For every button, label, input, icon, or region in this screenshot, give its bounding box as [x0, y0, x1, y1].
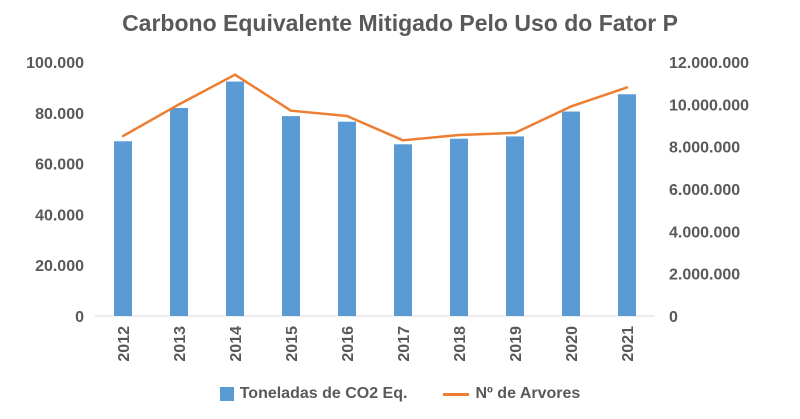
bar — [338, 121, 356, 316]
chart-title: Carbono Equivalente Mitigado Pelo Uso do… — [122, 10, 678, 36]
line-point — [401, 139, 405, 142]
bar — [226, 81, 244, 316]
x-tick-label: 2015 — [284, 326, 301, 362]
legend-item-line: Nº de Arvores — [443, 385, 580, 403]
line-point — [345, 114, 349, 118]
y-right-tick-label: 8.000.000 — [669, 140, 740, 157]
line-point — [121, 134, 125, 138]
y-left-tick-label: 40.000 — [35, 207, 84, 224]
line-layer — [121, 73, 629, 142]
labels-layer: 0 20.000 40.000 60.000 80.000 100.000 0 2.000.0… — [26, 55, 749, 362]
y-left-tick-label: 0 — [75, 309, 84, 326]
bar — [394, 144, 412, 316]
legend: Toneladas de CO2 Eq. Nº de Arvores — [0, 385, 800, 403]
line-point — [233, 73, 237, 76]
line-point — [625, 86, 629, 89]
legend-swatch-line — [443, 392, 470, 396]
y-right-tick-label: 0 — [669, 309, 678, 326]
bar — [562, 111, 580, 316]
x-tick-label: 2020 — [564, 326, 581, 362]
y-right-tick-label: 12.000.000 — [669, 55, 749, 72]
y-left-tick-label: 100.000 — [26, 55, 84, 72]
bar — [114, 141, 132, 316]
series-line — [122, 73, 628, 142]
y-left-tick-label: 60.000 — [35, 157, 84, 174]
line-point — [513, 131, 517, 135]
x-tick-label: 2016 — [340, 326, 357, 362]
bar — [170, 107, 188, 316]
y-right-tick-label: 4.000.000 — [669, 224, 740, 241]
line-point — [457, 133, 461, 137]
bar — [282, 116, 300, 317]
legend-swatch-bar — [219, 387, 234, 401]
legend-label-bar: Toneladas de CO2 Eq. — [239, 385, 408, 402]
bar — [618, 94, 636, 317]
x-tick-label: 2014 — [228, 326, 245, 362]
legend-label-line: Nº de Arvores — [475, 385, 581, 402]
y-right-tick-label: 10.000.000 — [669, 97, 749, 114]
x-tick-label: 2012 — [116, 326, 133, 362]
bar — [506, 136, 524, 316]
x-tick-label: 2019 — [508, 326, 525, 362]
x-tick-label: 2013 — [172, 326, 189, 362]
line-point — [289, 109, 293, 112]
y-left-tick-label: 80.000 — [35, 106, 84, 123]
legend-item-bar: Toneladas de CO2 Eq. — [219, 385, 408, 403]
bars-layer — [114, 81, 636, 317]
bar — [450, 138, 468, 316]
line-point — [177, 103, 181, 106]
y-left-tick-label: 20.000 — [35, 258, 84, 275]
y-right-tick-label: 2.000.000 — [669, 267, 740, 284]
x-tick-label: 2017 — [396, 326, 413, 362]
x-tick-label: 2018 — [452, 326, 469, 362]
y-right-tick-label: 6.000.000 — [669, 182, 740, 199]
line-point — [569, 105, 573, 108]
x-tick-label: 2021 — [620, 326, 637, 362]
